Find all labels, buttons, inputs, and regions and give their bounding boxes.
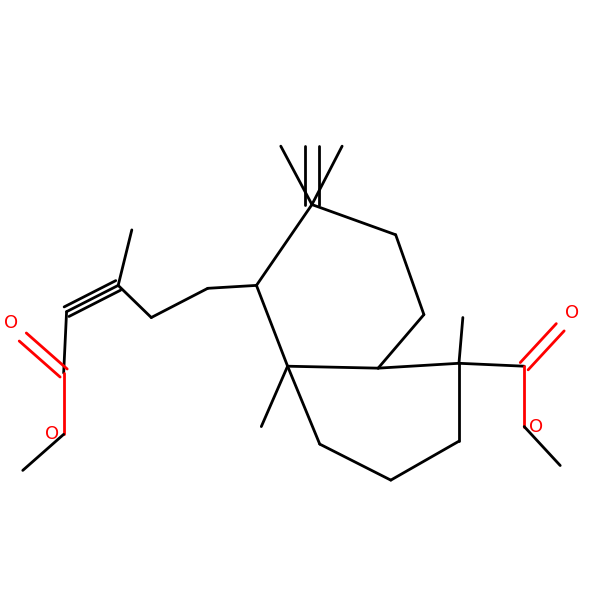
Text: O: O bbox=[4, 314, 18, 332]
Text: O: O bbox=[529, 418, 543, 436]
Text: O: O bbox=[565, 304, 579, 322]
Text: O: O bbox=[44, 425, 59, 443]
